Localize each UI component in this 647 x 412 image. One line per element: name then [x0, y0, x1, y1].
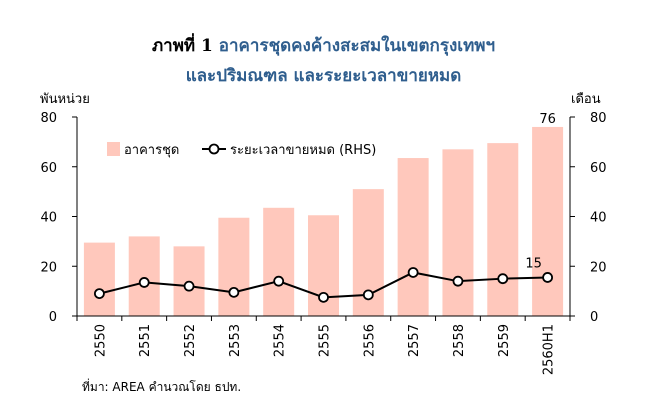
- y-tick-label-left: 80: [40, 111, 57, 126]
- legend-marker-line: [208, 143, 220, 155]
- line-point-2560H1: [542, 272, 553, 283]
- y-tick-label-left: 0: [49, 310, 57, 325]
- x-tick-label: 2555: [318, 324, 333, 357]
- bar-2554: [263, 207, 295, 316]
- line-point-2558: [452, 275, 464, 287]
- data-label-bar-last: 76: [539, 112, 556, 127]
- bar-2553: [218, 217, 250, 316]
- x-tick-label: 2559: [497, 324, 512, 357]
- y-tick-label-left: 20: [40, 260, 57, 275]
- x-tick-label: 2554: [273, 324, 288, 357]
- legend-label-line: ระยะเวลาขายหมด (RHS): [230, 143, 376, 158]
- y-tick-label-right: 0: [590, 310, 598, 325]
- x-tick-label: 2552: [183, 324, 198, 357]
- x-tick-label: 2553: [228, 324, 243, 357]
- x-tick-label: 2551: [138, 324, 153, 357]
- line-point-2552: [183, 280, 195, 292]
- line-point-2556: [362, 289, 374, 301]
- y-axis-label-right: เดือน: [571, 91, 601, 107]
- y-tick-label-left: 60: [40, 161, 57, 176]
- chart-title-line-2: และปริมณฑล และระยะเวลาขายหมด: [185, 66, 462, 86]
- chart-title-line-1: ภาพที่ 1 อาคารชุดคงค้างสะสมในเขตกรุงเทพฯ: [0, 32, 647, 59]
- bar-2550: [83, 242, 115, 316]
- line-point-2555: [318, 291, 329, 303]
- y-axis-label-left: พันหน่วย: [40, 92, 90, 107]
- line-point-2550: [94, 288, 105, 300]
- bar-2558: [442, 149, 474, 316]
- y-tick-label-right: 40: [590, 211, 607, 226]
- x-tick-label: 2556: [362, 324, 377, 357]
- y-tick-label-right: 20: [590, 260, 607, 275]
- bar-2559: [487, 143, 519, 316]
- source-note: ที่มา: AREA คำนวณโดย ธปท.: [82, 380, 242, 394]
- x-tick-label: 2550: [93, 324, 108, 357]
- line-point-2559: [497, 273, 509, 285]
- line-point-2551: [138, 277, 150, 288]
- y-tick-label-right: 80: [590, 111, 607, 126]
- line-point-2553: [228, 286, 240, 298]
- bar-2560H1: [532, 126, 564, 316]
- y-tick-label-right: 60: [590, 161, 607, 176]
- bar-2551: [128, 236, 160, 316]
- bar-2557: [397, 158, 429, 316]
- data-label-line-last: 15: [525, 256, 542, 271]
- line-point-2554: [273, 275, 285, 287]
- x-tick-label: 2560H1: [542, 324, 557, 375]
- y-tick-label-left: 40: [40, 211, 57, 226]
- legend-swatch-bar: [107, 142, 120, 156]
- line-point-2557: [407, 267, 419, 278]
- legend-label-bar: อาคารชุด: [124, 143, 179, 158]
- chart-title-text: อาคารชุดคงค้างสะสมในเขตกรุงเทพฯ: [218, 36, 496, 56]
- figure-number: ภาพที่ 1: [151, 36, 213, 56]
- x-tick-label: 2558: [452, 324, 467, 357]
- x-tick-label: 2557: [407, 324, 422, 357]
